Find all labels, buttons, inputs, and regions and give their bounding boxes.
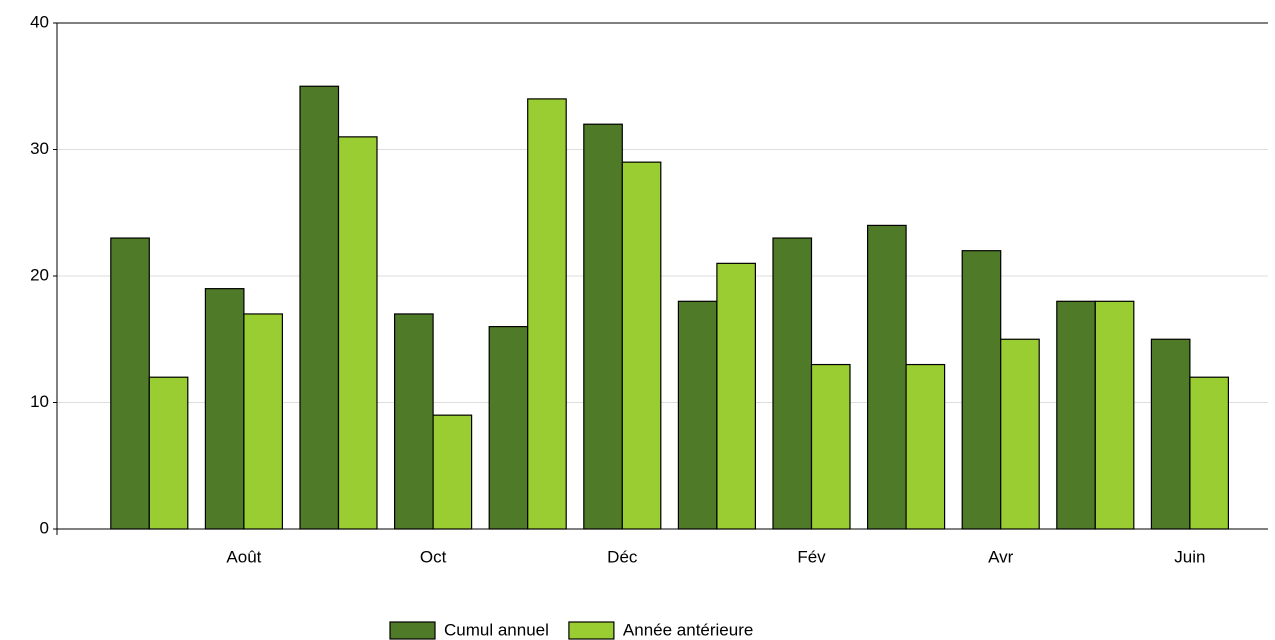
y-tick-label: 30 bbox=[30, 139, 49, 158]
y-tick-label: 0 bbox=[40, 518, 49, 537]
bar bbox=[394, 313, 434, 530]
x-tick-label: Fév bbox=[797, 547, 826, 566]
bar bbox=[772, 237, 813, 530]
bar bbox=[1094, 300, 1135, 530]
bar bbox=[527, 98, 567, 530]
bar bbox=[432, 414, 473, 530]
bar bbox=[299, 85, 340, 530]
x-tick-label: Juin bbox=[1174, 547, 1205, 566]
bar bbox=[148, 376, 189, 530]
bar bbox=[583, 123, 623, 530]
x-tick-label: Août bbox=[226, 547, 261, 566]
bar bbox=[1150, 338, 1191, 530]
bar bbox=[1000, 338, 1040, 530]
legend-swatch bbox=[568, 621, 615, 640]
bar bbox=[488, 326, 529, 530]
bar bbox=[204, 288, 245, 530]
legend-label: Année antérieure bbox=[623, 620, 753, 639]
y-tick-label: 40 bbox=[30, 12, 49, 31]
bar bbox=[677, 300, 718, 530]
bar bbox=[1056, 300, 1096, 530]
bar bbox=[810, 363, 851, 530]
y-tick-label: 10 bbox=[30, 392, 49, 411]
legend-label: Cumul annuel bbox=[444, 620, 549, 639]
legend-swatch bbox=[389, 621, 436, 640]
y-tick-label: 20 bbox=[30, 265, 49, 284]
x-tick-label: Oct bbox=[420, 547, 447, 566]
bar bbox=[716, 262, 757, 530]
bar bbox=[961, 250, 1002, 530]
bar bbox=[1189, 376, 1230, 530]
bar bbox=[621, 161, 662, 530]
bar bbox=[905, 363, 946, 530]
x-tick-label: Avr bbox=[988, 547, 1014, 566]
bar bbox=[110, 237, 150, 530]
bar bbox=[243, 313, 283, 530]
bar bbox=[337, 136, 378, 530]
x-tick-label: Déc bbox=[607, 547, 638, 566]
bar bbox=[866, 224, 907, 530]
